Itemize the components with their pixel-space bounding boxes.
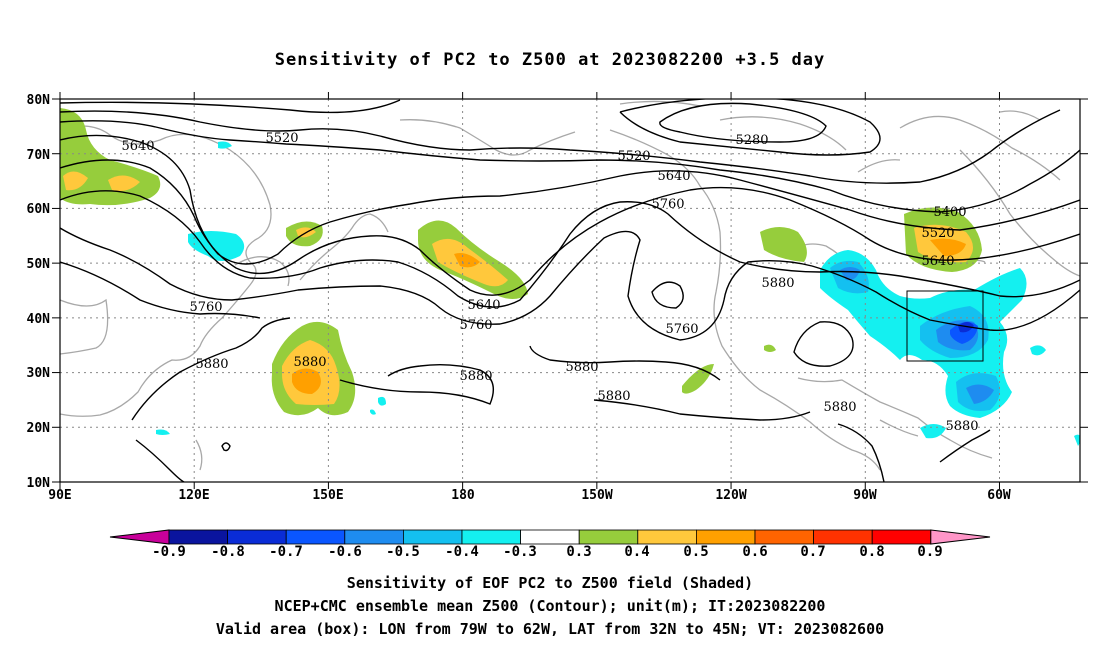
colorbar-label: 0.3 <box>566 544 591 560</box>
colorbar <box>109 529 991 545</box>
lat-label: 10N <box>27 476 51 491</box>
colorbar-cell <box>871 529 932 545</box>
lat-axis-labels: 80N 70N 60N 50N 40N 30N 20N 10N <box>27 93 51 491</box>
colorbar-label: 0.5 <box>683 544 708 560</box>
colorbar-cell <box>344 529 404 545</box>
colorbar-label: -0.8 <box>211 544 245 560</box>
contour-label: 5880 <box>823 400 856 415</box>
contour-label: 5520 <box>265 131 298 146</box>
contour-label: 5760 <box>665 322 698 337</box>
colorbar-label: 0.9 <box>917 544 942 560</box>
colorbar-label: -0.7 <box>269 544 303 560</box>
colorbar-label: -0.5 <box>386 544 420 560</box>
contour-label: 5640 <box>467 298 500 313</box>
contour-label: 5760 <box>189 300 222 315</box>
sensitivity-shading <box>60 108 1080 446</box>
colorbar-label: 0.8 <box>859 544 884 560</box>
contour-label: 5880 <box>945 419 978 434</box>
colorbar-arrow-right <box>930 529 991 545</box>
lat-label: 40N <box>27 312 51 327</box>
contour-label: 5520 <box>617 149 650 164</box>
contour-label: 5880 <box>761 276 794 291</box>
contour-label: 5640 <box>657 169 690 184</box>
lat-label: 50N <box>27 257 51 272</box>
colorbar-label: 0.6 <box>742 544 767 560</box>
colorbar-cell <box>696 529 756 545</box>
lon-label: 120W <box>715 488 746 503</box>
z500-contours <box>60 99 1080 482</box>
colorbar-label: 0.7 <box>800 544 825 560</box>
contour-label: 5880 <box>565 360 598 375</box>
colorbar-cell <box>168 529 228 545</box>
map-title: Sensitivity of PC2 to Z500 at 2023082200… <box>274 50 826 70</box>
lon-label: 60W <box>987 488 1011 503</box>
lat-label: 30N <box>27 366 51 381</box>
contour-label: 5280 <box>735 133 768 148</box>
caption-contour: NCEP+CMC ensemble mean Z500 (Contour); u… <box>274 597 826 615</box>
caption-shading: Sensitivity of EOF PC2 to Z500 field (Sh… <box>346 574 754 592</box>
colorbar-cell <box>227 529 287 545</box>
lon-label: 150W <box>581 488 612 503</box>
colorbar-cell <box>637 529 697 545</box>
contour-label: 5640 <box>921 254 954 269</box>
axis-ticks <box>52 92 1088 489</box>
contour-label: 5760 <box>459 318 492 333</box>
colorbar-arrow-left <box>109 529 170 545</box>
colorbar-label: -0.4 <box>445 544 479 560</box>
colorbar-label: 0.4 <box>624 544 649 560</box>
colorbar-label: -0.6 <box>328 544 362 560</box>
contour-label: 5760 <box>651 197 684 212</box>
lon-axis-labels: 90E 120E 150E 180 150W 120W 90W 60W <box>48 488 1011 503</box>
colorbar-label: -0.9 <box>152 544 186 560</box>
colorbar-cell <box>813 529 873 545</box>
colorbar-labels: -0.9 -0.8 -0.7 -0.6 -0.5 -0.4 -0.3 0.3 0… <box>152 544 943 560</box>
lon-label: 150E <box>312 488 343 503</box>
contour-label: 5640 <box>121 139 154 154</box>
valid-area-box <box>906 290 984 362</box>
contour-label: 5400 <box>933 205 966 220</box>
colorbar-cell <box>754 529 814 545</box>
lat-label: 70N <box>27 148 51 163</box>
lat-label: 20N <box>27 421 51 436</box>
lon-label: 120E <box>178 488 209 503</box>
contour-label: 5520 <box>921 226 954 241</box>
lat-label: 60N <box>27 202 51 217</box>
colorbar-cell <box>461 529 521 545</box>
lon-label: 180 <box>451 488 475 503</box>
colorbar-cell <box>402 529 463 545</box>
lon-label: 90W <box>853 488 877 503</box>
plot-frame <box>59 98 1081 483</box>
contour-label: 5880 <box>597 389 630 404</box>
contour-label: 5880 <box>195 357 228 372</box>
contour-label: 5880 <box>459 369 492 384</box>
lat-label: 80N <box>27 93 51 108</box>
lon-label: 90E <box>48 488 71 503</box>
colorbar-cell <box>578 529 639 545</box>
colorbar-label: -0.3 <box>503 544 537 560</box>
colorbar-cell <box>285 529 346 545</box>
colorbar-cell <box>520 529 580 545</box>
contour-labels: 5640 5520 5280 5520 5640 5760 5400 5520 … <box>121 131 978 434</box>
contour-label: 5880 <box>293 355 326 370</box>
caption-valid-area: Valid area (box): LON from 79W to 62W, L… <box>215 620 885 638</box>
